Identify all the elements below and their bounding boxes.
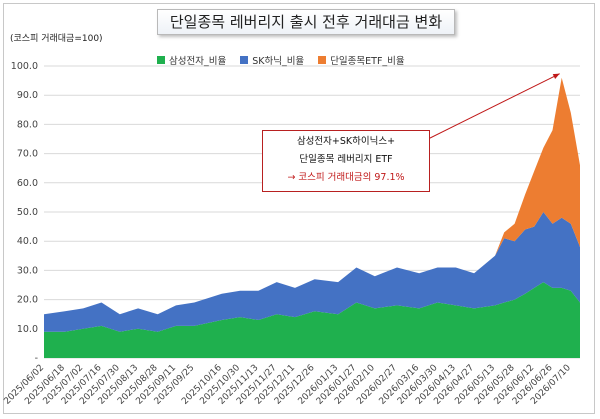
y-tick-label: 80.0: [17, 119, 38, 130]
arrow-head: [552, 73, 560, 79]
legend-swatch-skhynix: [240, 56, 249, 64]
chart-title: 단일종목 레버리지 출시 전후 거래대금 변화: [157, 9, 455, 35]
y-tick-label: 30.0: [17, 265, 38, 276]
legend-label-etf: 단일종목ETF_비율: [330, 56, 405, 67]
y-tick-label: 20.0: [17, 295, 38, 306]
chart-legend: 삼성전자_비율 SK하닉_비율 단일종목ETF_비율: [157, 53, 405, 67]
callout-line1: 삼성전자+SK하이닉스+: [296, 136, 396, 147]
y-tick-label: 70.0: [17, 149, 38, 160]
series-areas: [44, 77, 580, 358]
callout-box: 삼성전자+SK하이닉스+ 단일종목 레버리지 ETF → 코스피 거래대금의 9…: [262, 130, 430, 192]
legend-item-samsung: 삼성전자_비율: [157, 53, 226, 67]
y-tick-label: 100.0: [11, 61, 38, 72]
callout-line3: → 코스피 거래대금의 97.1%: [287, 172, 405, 183]
legend-label-skhynix: SK하닉_비율: [252, 56, 305, 67]
y-axis-tick-labels: - 10.0 20.0 30.0 40.0 50.0 60.0 70.0 80.0 90.0 100…: [11, 61, 38, 364]
x-axis-tick-labels: 2025/06/022025/06/182025/07/022025/07/16…: [2, 363, 573, 407]
legend-swatch-samsung: [157, 56, 165, 64]
y-tick-label: 40.0: [17, 236, 38, 247]
legend-label-samsung: 삼성전자_비율: [169, 56, 227, 67]
legend-swatch-etf: [318, 56, 327, 64]
arrow-line: [419, 73, 560, 144]
y-tick-label: 10.0: [17, 324, 38, 335]
y-tick-label: -: [35, 353, 38, 364]
area-samsung: [44, 282, 580, 358]
legend-item-etf: 단일종목ETF_비율: [318, 53, 405, 67]
y-axis-unit-label: (코스피 거래대금=100): [10, 34, 103, 44]
y-tick-label: 50.0: [17, 207, 38, 218]
area-skhynix: [44, 212, 580, 332]
legend-item-skhynix: SK하닉_비율: [240, 53, 304, 67]
callout-line2: 단일종목 레버리지 ETF: [299, 154, 393, 165]
y-tick-label: 60.0: [17, 178, 38, 189]
callout-arrow: [419, 73, 560, 144]
y-tick-label: 90.0: [17, 90, 38, 101]
